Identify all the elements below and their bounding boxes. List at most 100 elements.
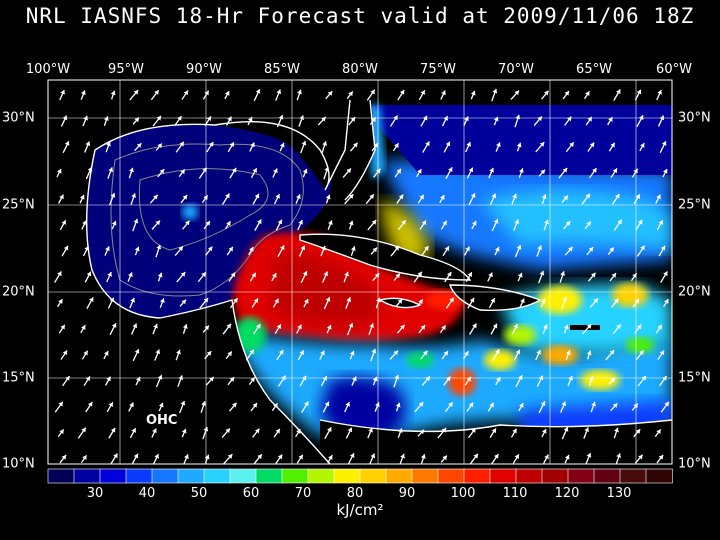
wind-arrow-icon xyxy=(81,220,87,230)
wind-arrow-icon xyxy=(77,427,87,439)
wind-arrow-icon xyxy=(368,323,375,335)
wind-arrow-icon xyxy=(222,193,230,205)
lon-label: 75°W xyxy=(420,62,456,77)
wind-arrow-icon xyxy=(132,117,140,125)
wind-arrow-icon xyxy=(327,454,333,464)
wind-arrow-icon xyxy=(248,246,254,256)
wind-arrow-icon xyxy=(134,246,140,256)
wind-arrow-icon xyxy=(613,89,621,101)
wind-arrow-icon xyxy=(225,351,233,359)
wind-arrow-icon xyxy=(637,375,647,387)
hispaniola-land xyxy=(450,285,540,311)
wind-arrow-icon xyxy=(303,298,309,308)
wind-arrow-icon xyxy=(197,271,207,283)
wind-arrow-icon xyxy=(249,142,255,152)
wind-arrow-icon xyxy=(469,323,477,335)
wind-arrow-icon xyxy=(582,323,592,335)
colorbar-swatch xyxy=(151,468,179,484)
wind-arrow-icon xyxy=(610,168,618,178)
wind-arrow-icon xyxy=(249,272,257,282)
wind-arrow-icon xyxy=(421,245,429,257)
wind-arrow-icon xyxy=(469,453,479,464)
wind-arrow-icon xyxy=(632,298,640,308)
colorbar-swatch xyxy=(489,468,517,484)
wind-arrow-icon xyxy=(584,221,592,229)
wind-arrow-icon xyxy=(159,298,165,308)
map-border xyxy=(47,79,673,465)
wind-arrow-icon xyxy=(631,168,639,178)
wind-arrow-icon xyxy=(422,141,430,153)
wind-arrow-icon xyxy=(541,194,547,204)
wind-arrow-icon xyxy=(420,115,428,127)
wind-arrow-icon xyxy=(226,246,234,256)
wind-arrow-icon xyxy=(182,220,190,230)
wind-arrow-icon xyxy=(227,376,235,386)
lat-label: 25°N xyxy=(678,197,711,213)
wind-arrow-icon xyxy=(80,454,88,464)
wind-arrow-icon xyxy=(417,194,425,204)
wind-arrow-icon xyxy=(85,166,93,180)
wind-arrow-icon xyxy=(342,168,352,178)
lon-label: 95°W xyxy=(108,62,144,77)
wind-arrow-icon xyxy=(245,349,255,361)
wind-arrow-icon xyxy=(157,168,165,178)
wind-arrow-icon xyxy=(561,195,569,203)
wind-arrow-icon xyxy=(349,142,359,152)
colorbar-tick-label: 50 xyxy=(190,486,208,501)
wind-arrow-icon xyxy=(589,298,599,308)
wind-arrow-icon xyxy=(325,194,331,204)
wind-arrow-icon xyxy=(634,89,642,101)
wind-arrow-icon xyxy=(202,325,210,333)
wind-arrow-icon xyxy=(58,324,66,334)
lon-label: 65°W xyxy=(576,62,612,77)
wind-arrow-icon xyxy=(487,272,493,282)
wind-arrow-icon xyxy=(323,296,331,310)
lon-label: 70°W xyxy=(498,62,534,77)
wind-arrow-icon xyxy=(271,272,277,282)
lon-label: 100°W xyxy=(25,62,71,77)
wind-arrow-icon xyxy=(491,453,499,464)
wind-arrow-icon xyxy=(225,220,231,230)
wind-arrow-icon xyxy=(375,297,381,309)
wind-arrow-icon xyxy=(418,89,426,101)
wind-arrow-icon xyxy=(655,194,661,204)
wind-arrow-icon xyxy=(416,168,422,178)
wind-arrow-icon xyxy=(633,428,641,438)
lat-label: 30°N xyxy=(678,110,711,126)
wind-arrow-icon xyxy=(276,114,284,128)
page-title: NRL IASNFS 18-Hr Forecast valid at 2009/… xyxy=(25,4,695,28)
wind-arrow-icon xyxy=(514,114,521,128)
wind-arrow-icon xyxy=(518,168,524,178)
wind-arrow-icon xyxy=(300,270,308,284)
wind-arrow-icon xyxy=(654,429,662,437)
colorbar xyxy=(47,468,673,484)
wind-arrow-icon xyxy=(510,428,518,438)
wind-arrow-icon xyxy=(85,401,93,413)
colorbar-swatch xyxy=(99,468,127,484)
wind-arrow-icon xyxy=(512,323,518,335)
wind-arrow-icon xyxy=(155,374,163,388)
wind-arrow-icon xyxy=(108,192,116,206)
wind-arrow-icon xyxy=(252,428,260,438)
wind-arrow-icon xyxy=(613,219,623,231)
wind-arrow-icon xyxy=(393,273,401,281)
wind-arrow-icon xyxy=(567,375,573,387)
lat-label: 20°N xyxy=(2,284,35,300)
wind-arrow-icon xyxy=(134,142,142,152)
wind-arrow-icon xyxy=(374,402,380,412)
wind-arrow-icon xyxy=(389,115,399,127)
lat-label: 10°N xyxy=(2,456,35,472)
colorbar-swatch xyxy=(645,468,673,484)
colorbar-tick-label: 70 xyxy=(294,486,312,501)
wind-arrow-icon xyxy=(152,323,158,335)
wind-arrow-icon xyxy=(658,245,666,257)
wind-arrow-icon xyxy=(586,350,592,360)
wind-arrow-icon xyxy=(181,90,189,100)
wind-arrow-icon xyxy=(495,376,501,386)
colorbar-swatch xyxy=(307,468,335,484)
wind-arrow-icon xyxy=(153,453,159,464)
gulf-of-mexico-field xyxy=(86,121,332,318)
wind-arrow-icon xyxy=(151,428,157,438)
wind-arrow-icon xyxy=(221,428,231,438)
wind-arrow-icon xyxy=(250,402,258,412)
